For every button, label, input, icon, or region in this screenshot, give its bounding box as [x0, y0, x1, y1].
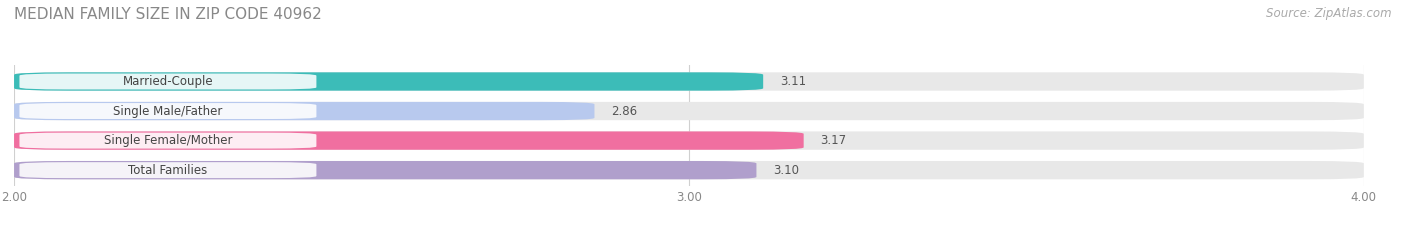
- Text: MEDIAN FAMILY SIZE IN ZIP CODE 40962: MEDIAN FAMILY SIZE IN ZIP CODE 40962: [14, 7, 322, 22]
- FancyBboxPatch shape: [20, 74, 316, 89]
- FancyBboxPatch shape: [20, 133, 316, 149]
- FancyBboxPatch shape: [14, 161, 1364, 179]
- Text: 2.86: 2.86: [612, 105, 637, 117]
- Text: Single Male/Father: Single Male/Father: [114, 105, 222, 117]
- Text: 3.17: 3.17: [821, 134, 846, 147]
- Text: Single Female/Mother: Single Female/Mother: [104, 134, 232, 147]
- Text: Total Families: Total Families: [128, 164, 208, 177]
- Text: Married-Couple: Married-Couple: [122, 75, 214, 88]
- Text: 3.11: 3.11: [780, 75, 806, 88]
- Text: Source: ZipAtlas.com: Source: ZipAtlas.com: [1267, 7, 1392, 20]
- FancyBboxPatch shape: [14, 102, 595, 120]
- FancyBboxPatch shape: [14, 131, 1364, 150]
- FancyBboxPatch shape: [14, 161, 756, 179]
- Text: 3.10: 3.10: [773, 164, 799, 177]
- FancyBboxPatch shape: [20, 103, 316, 119]
- FancyBboxPatch shape: [20, 162, 316, 178]
- FancyBboxPatch shape: [14, 102, 1364, 120]
- FancyBboxPatch shape: [14, 131, 804, 150]
- FancyBboxPatch shape: [14, 72, 763, 91]
- FancyBboxPatch shape: [14, 72, 1364, 91]
